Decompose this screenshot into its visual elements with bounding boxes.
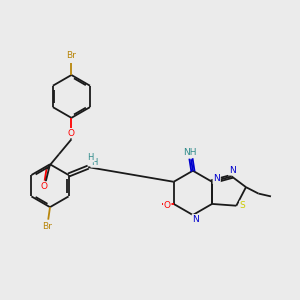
Text: Br: Br	[42, 222, 52, 231]
Text: O: O	[68, 129, 75, 138]
Text: Br: Br	[67, 51, 76, 60]
Text: NH: NH	[184, 148, 197, 158]
Text: N: N	[229, 166, 236, 175]
Text: S: S	[240, 201, 246, 210]
Text: O: O	[40, 182, 47, 191]
Text: H: H	[88, 153, 94, 162]
Text: O: O	[164, 201, 171, 210]
Text: H: H	[91, 158, 98, 167]
Text: N: N	[192, 215, 199, 224]
Text: N: N	[213, 174, 220, 183]
